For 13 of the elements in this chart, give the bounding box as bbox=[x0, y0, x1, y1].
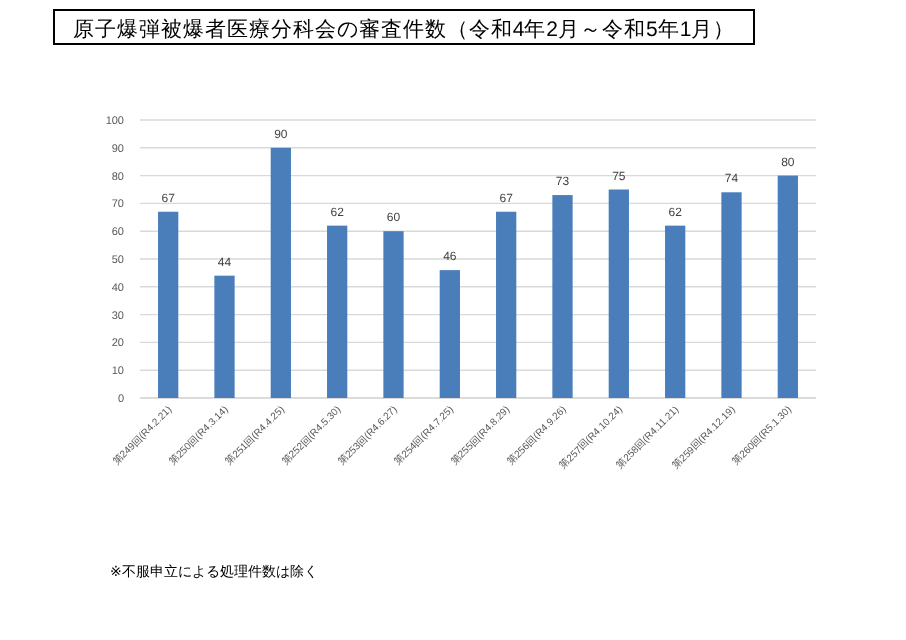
bar bbox=[270, 147, 291, 398]
bar bbox=[327, 225, 348, 398]
bar bbox=[383, 231, 404, 398]
bar bbox=[552, 195, 573, 398]
bar bbox=[665, 225, 686, 398]
bar bbox=[777, 175, 798, 398]
bar bbox=[158, 211, 179, 398]
bar bbox=[721, 192, 742, 398]
bar bbox=[439, 270, 460, 398]
bar bbox=[608, 189, 629, 398]
bar bbox=[214, 275, 235, 398]
chart-title: 原子爆弾被爆者医療分科会の審査件数（令和4年2月～令和5年1月） bbox=[72, 16, 736, 42]
bar bbox=[496, 211, 517, 398]
